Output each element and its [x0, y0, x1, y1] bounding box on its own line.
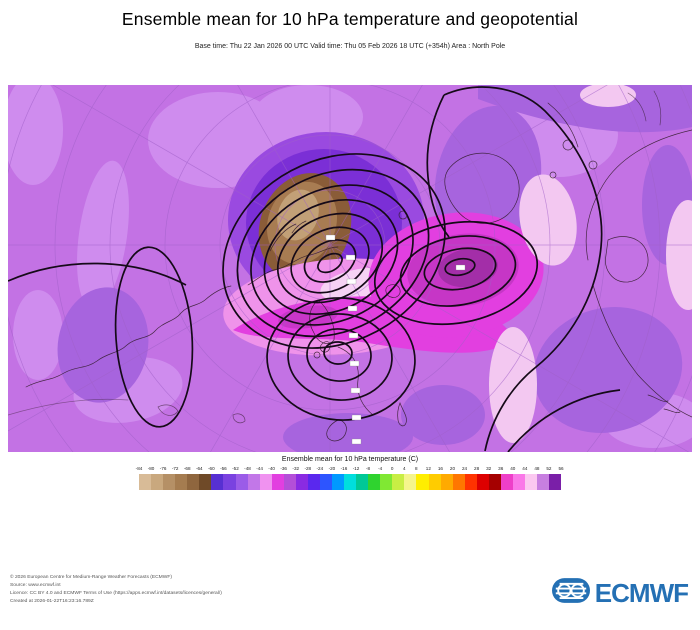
- copyright-line: © 2026 European Centre for Medium-Range …: [10, 575, 172, 580]
- legend-color-cell: [271, 474, 284, 490]
- legend-tick-label: 48: [534, 466, 540, 471]
- licence-line: Licence: CC BY 4.0 and ECMWF Terms of Us…: [10, 590, 222, 596]
- legend-color-cell: [295, 474, 308, 490]
- legend-tick-label: -20: [328, 466, 336, 471]
- legend-tick-label: 4: [402, 466, 406, 471]
- legend-color-cell: [537, 474, 550, 490]
- legend-tick-label: 12: [425, 466, 431, 471]
- legend-color-cell: [332, 474, 345, 490]
- legend-color-cell: [175, 474, 188, 490]
- legend-color-cell: [247, 474, 260, 490]
- legend-tick-label: -40: [268, 466, 275, 471]
- contour-labels: [325, 234, 466, 445]
- legend-color-cell: [163, 474, 176, 490]
- legend-tick-label: -16: [340, 466, 348, 471]
- legend-color-cell: [199, 474, 212, 490]
- legend-tick-label: -80: [147, 466, 155, 471]
- legend-title: Ensemble mean for 10 hPa temperature (C): [281, 456, 419, 463]
- legend-color-cell: [392, 474, 405, 490]
- legend-tick-label: 52: [546, 466, 552, 471]
- legend-tick-label: -60: [208, 466, 215, 471]
- legend-tick-label: -76: [159, 466, 167, 471]
- legend-tick-label: -72: [171, 466, 179, 471]
- created-line: Created at 2026-01-22T16:23:16.789Z: [10, 598, 94, 604]
- legend-color-cell: [525, 474, 538, 490]
- legend-tick-label: -52: [232, 466, 239, 471]
- legend-color-cell: [416, 474, 429, 490]
- legend-tick-label: -32: [292, 466, 300, 471]
- legend-tick-label: 32: [486, 466, 492, 471]
- legend-color-cell: [476, 474, 489, 490]
- polar-map-svg: [8, 85, 692, 452]
- base-valid-time: Base time: Thu 22 Jan 2026 00 UTC Valid …: [194, 43, 506, 50]
- legend-color-cell: [500, 474, 513, 490]
- colorbar-legend: Ensemble mean for 10 hPa temperature (C)…: [135, 456, 564, 490]
- legend-color-cell: [512, 474, 525, 490]
- legend-tick-label: -8: [366, 466, 371, 471]
- legend-tick-label: -44: [256, 466, 263, 471]
- ecmwf-globe-icon: [551, 577, 590, 609]
- legend-tick-label: 56: [558, 466, 564, 471]
- legend-tick-label: 44: [522, 466, 528, 471]
- map-image: [8, 85, 692, 452]
- legend-tick-label: 20: [449, 466, 456, 471]
- legend-tick-label: 16: [437, 466, 443, 471]
- source-line: Source: www.ecmwf.int: [10, 582, 61, 588]
- legend-tick-label: 0: [390, 466, 394, 471]
- legend-tick-label: 36: [498, 466, 504, 471]
- attribution-footer: © 2026 European Centre for Medium-Range …: [10, 574, 222, 605]
- ecmwf-logo-text: ECMWF: [594, 578, 689, 608]
- legend-tick-label: 28: [474, 466, 480, 471]
- legend-tick-label: 40: [510, 466, 516, 471]
- legend-color-cell: [380, 474, 393, 490]
- legend-color-cell: [549, 474, 562, 490]
- legend-color-cell: [259, 474, 272, 490]
- legend-tick-label: -48: [244, 466, 251, 471]
- legend-color-cell: [211, 474, 224, 490]
- page-title: Ensemble mean for 10 hPa temperature and…: [121, 9, 579, 29]
- legend-tick-label: -64: [195, 466, 203, 471]
- ecmwf-logo: ECMWF: [551, 577, 689, 609]
- legend-color-cell: [452, 474, 465, 490]
- legend-color-bar: [139, 474, 562, 490]
- legend-tick-label: -84: [135, 466, 143, 471]
- legend-color-cell: [151, 474, 164, 490]
- legend-tick-label: -36: [280, 466, 287, 471]
- legend-color-cell: [187, 474, 200, 490]
- legend-tick-label: -4: [378, 466, 383, 471]
- legend-color-cell: [464, 474, 477, 490]
- legend-color-cell: [283, 474, 296, 490]
- legend-color-cell: [428, 474, 441, 490]
- legend-tick-label: -56: [220, 466, 227, 471]
- legend-tick-label: -12: [352, 466, 360, 471]
- legend-tick-label: 24: [461, 466, 468, 471]
- legend-color-cell: [307, 474, 320, 490]
- legend-tick-label: -68: [183, 466, 191, 471]
- legend-color-cell: [344, 474, 357, 490]
- legend-tick-label: -28: [304, 466, 312, 471]
- legend-color-cell: [223, 474, 236, 490]
- legend-color-cell: [440, 474, 453, 490]
- legend-color-cell: [488, 474, 501, 490]
- legend-color-cell: [368, 474, 381, 490]
- legend-tick-label: -24: [316, 466, 324, 471]
- legend-color-cell: [139, 474, 152, 490]
- legend-color-cell: [319, 474, 332, 490]
- legend-color-cell: [356, 474, 369, 490]
- legend-color-cell: [404, 474, 417, 490]
- geopotential-contours: [8, 86, 621, 452]
- legend-color-cell: [235, 474, 248, 490]
- legend-tick-label: 8: [415, 466, 418, 471]
- legend-tick-row: -84 -80 -76 -72 -68 -64 -60 -56 -52 -48 -44 -40 -36-…: [135, 466, 564, 473]
